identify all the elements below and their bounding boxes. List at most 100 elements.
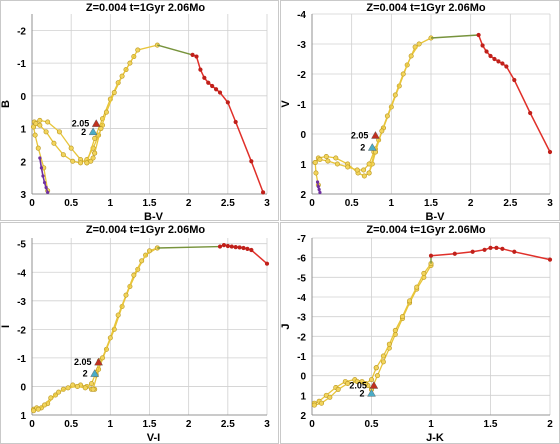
x-tick-label: 0: [29, 419, 35, 430]
data-point: [416, 41, 422, 47]
data-point: [311, 402, 317, 408]
y-tick-label: 1: [300, 391, 306, 402]
data-point: [92, 135, 98, 141]
data-point: [107, 335, 113, 341]
data-point: [428, 253, 434, 258]
x-axis-title: J-K: [426, 432, 444, 444]
data-point: [384, 113, 390, 119]
data-point: [354, 379, 360, 385]
y-tick-label: -7: [297, 234, 306, 245]
mass-marker-triangle: [369, 381, 379, 389]
y-tick-label: -2: [297, 70, 306, 81]
data-point: [363, 381, 369, 387]
series-line: [94, 44, 158, 154]
mass-marker-label: 2: [359, 388, 364, 398]
y-tick-label: -4: [297, 10, 306, 21]
mass-marker-label: 2.05: [72, 119, 90, 129]
data-point: [392, 327, 398, 333]
panel-border: [0, 0, 279, 221]
data-point: [90, 386, 96, 392]
x-tick-label: 1: [108, 198, 114, 209]
x-tick-label: 0.5: [64, 419, 78, 430]
data-point: [65, 385, 71, 391]
x-tick-label: 3: [264, 419, 270, 430]
data-point: [139, 258, 145, 264]
data-point: [386, 341, 392, 347]
data-point: [334, 161, 340, 167]
data-point: [39, 166, 44, 170]
data-point: [392, 92, 398, 98]
data-point: [452, 251, 457, 256]
data-point: [312, 160, 318, 166]
data-point: [31, 408, 37, 414]
data-point: [111, 90, 117, 96]
data-point: [42, 180, 47, 185]
data-point: [335, 386, 341, 392]
data-point: [35, 145, 41, 151]
mass-marker-triangle: [371, 131, 380, 139]
chart-title: Z=0.004 t=1Gyr 2.06Mo: [366, 2, 486, 14]
data-point: [482, 247, 487, 252]
data-point: [206, 80, 211, 85]
data-point: [44, 185, 48, 190]
series-line: [192, 54, 264, 193]
x-tick-label: 0.5: [365, 419, 379, 430]
data-point: [327, 394, 333, 400]
x-tick-label: 2: [186, 198, 192, 209]
data-point: [264, 261, 270, 266]
y-tick-label: -3: [17, 297, 26, 308]
x-tick-label: 3: [547, 198, 553, 209]
data-point: [325, 158, 331, 164]
y-tick-label: -5: [17, 240, 26, 251]
data-point: [217, 90, 223, 95]
data-point: [60, 152, 66, 158]
data-point: [492, 56, 497, 62]
y-tick-label: 0: [20, 382, 26, 393]
chart-title: Z=0.004 t=1Gyr 2.06Mo: [86, 224, 206, 236]
data-point: [198, 67, 203, 72]
data-point: [547, 257, 553, 262]
data-point: [32, 132, 38, 138]
data-point: [368, 377, 374, 383]
series-line: [157, 44, 193, 56]
x-tick-label: 1.5: [484, 419, 498, 430]
x-tick-label: 0: [309, 198, 315, 209]
data-point: [512, 249, 517, 254]
mass-marker-label: 2: [360, 143, 365, 153]
data-point: [318, 190, 322, 195]
x-tick-label: 2.5: [221, 419, 235, 430]
data-point: [119, 73, 125, 79]
y-tick-label: -1: [297, 352, 306, 363]
data-point: [373, 365, 379, 371]
data-point: [249, 159, 254, 164]
data-point: [237, 245, 242, 250]
y-tick-label: -1: [17, 354, 26, 365]
data-point: [210, 83, 215, 89]
data-point: [407, 298, 413, 304]
data-point: [366, 170, 372, 176]
data-point: [414, 284, 420, 290]
y-tick-label: 0: [20, 92, 26, 103]
x-tick-label: 3: [264, 198, 270, 209]
chart-panel: 0 0.5 1 1.5 2 2.5 3 -4 -3 -2 -1 0 1 2 2.05 2 Z=0.004 t=1…: [280, 0, 560, 223]
y-tick-label: -1: [17, 59, 26, 70]
y-tick-label: -1: [297, 100, 306, 111]
data-point: [131, 272, 137, 278]
y-tick-label: -2: [297, 332, 306, 343]
data-point: [194, 54, 199, 59]
x-tick-label: 0.5: [64, 198, 78, 209]
mass-marker-label: 2: [83, 369, 88, 379]
data-point: [315, 180, 320, 184]
data-point: [43, 129, 49, 135]
data-point: [100, 355, 106, 361]
panel-border: [280, 222, 560, 444]
data-point: [135, 47, 141, 53]
data-point: [90, 155, 96, 161]
data-point: [225, 100, 230, 105]
data-point: [31, 124, 37, 130]
data-point: [488, 53, 493, 59]
data-point: [89, 381, 95, 387]
series-line: [370, 265, 432, 390]
